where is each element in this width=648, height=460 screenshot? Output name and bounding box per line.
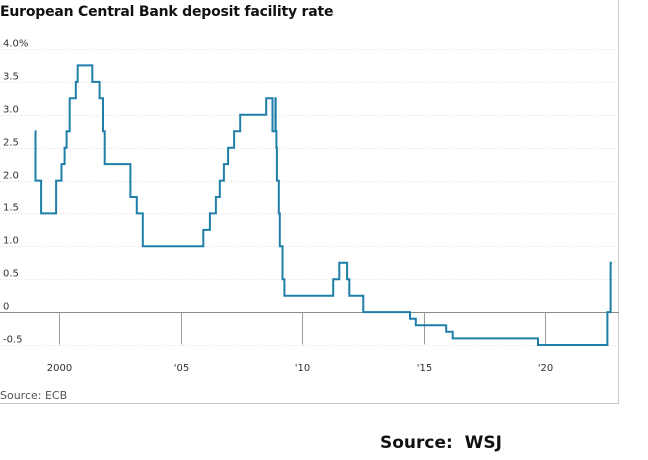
chart-source: Source: ECB (0, 389, 68, 402)
series-layer (34, 64, 612, 346)
x-tick-label: '15 (417, 363, 432, 374)
x-tick-label: '05 (174, 363, 189, 374)
y-tick-label: 0 (3, 302, 9, 313)
gridlines (0, 49, 619, 346)
y-axis-tick-labels: 4.0% 3.5 3.0 2.5 2.0 1.5 1.0 0.5 0 -0.5 (3, 39, 28, 346)
y-tick-label: 2.5 (3, 138, 19, 149)
y-tick-label: 4.0% (3, 39, 28, 50)
footer-source: Source: WSJ (380, 433, 502, 453)
y-tick-label: 3.5 (3, 72, 19, 83)
x-axis-tick-labels: 2000 '05 '10 '15 '20 (47, 363, 553, 374)
x-tick-label: 2000 (47, 363, 72, 374)
x-axis-ticks (59, 312, 546, 345)
chart-title: European Central Bank deposit facility r… (0, 4, 334, 20)
y-tick-label: 1.5 (3, 203, 19, 214)
y-tick-label: -0.5 (3, 335, 23, 346)
x-tick-label: '10 (295, 363, 310, 374)
y-tick-label: 2.0 (3, 171, 19, 182)
y-tick-label: 0.5 (3, 269, 19, 280)
series-line-deposit-rate (34, 64, 612, 346)
y-tick-label: 1.0 (3, 236, 19, 247)
chart-frame (0, 0, 619, 404)
y-tick-label: 3.0 (3, 105, 19, 116)
x-tick-label: '20 (538, 363, 553, 374)
